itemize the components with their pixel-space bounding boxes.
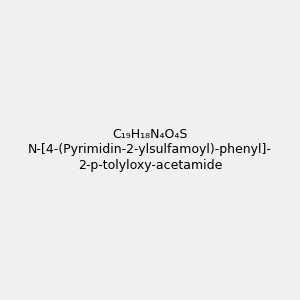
Text: C₁₉H₁₈N₄O₄S
N-[4-(Pyrimidin-2-ylsulfamoyl)-phenyl]-
2-p-tolyloxy-acetamide: C₁₉H₁₈N₄O₄S N-[4-(Pyrimidin-2-ylsulfamoy…: [28, 128, 272, 172]
